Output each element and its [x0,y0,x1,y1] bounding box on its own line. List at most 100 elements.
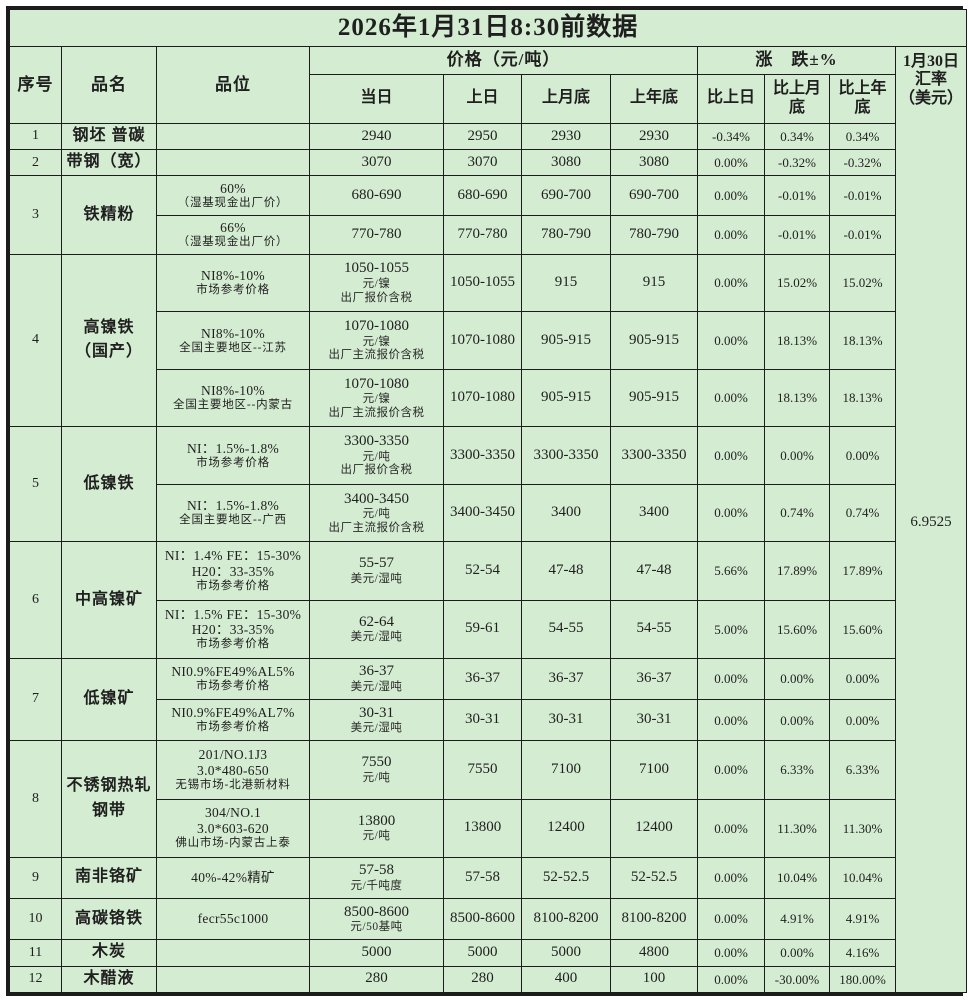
cell-change-month: 0.00% [764,426,830,485]
cell-price-today-value: 30-31 [359,704,394,721]
cell-price-prev-year-end: 905-915 [610,311,698,370]
cell-price-today-value: 7550 [361,754,392,771]
cell-price-prev-day: 52-54 [443,541,522,601]
cell-grade-line1: NI：1.5% FE：15-30% [164,606,302,622]
cell-grade: NI：1.5%-1.8% 市场参考价格 [156,426,310,485]
cell-grade: fecr55c1000 [156,898,310,941]
cell-price-prev-year-end: 690-700 [610,175,698,216]
cell-price-today-unit: 元/50基吨 [350,921,403,934]
cell-price-today: 680-690 [309,175,444,216]
cell-change-month: -0.01% [764,214,830,255]
header-product: 品名 [61,46,157,124]
cell-seq: 1 [9,122,62,151]
cell-price-prev-day: 3300-3350 [443,426,522,485]
cell-price-prev-month-end: 52-52.5 [521,856,611,900]
cell-price-today: 8500-8600 元/50基吨 [309,898,444,941]
header-price-col-1: 上日 [443,73,522,124]
cell-price-prev-month-end: 12400 [521,798,611,858]
cell-change-month: 11.30% [764,798,830,858]
fx-header-line: 1月30日 [903,53,960,70]
table-row: 6 中高镍矿 NI：1.4% FE：15-30% H20：33-35% 市场参考价格 55… [9,541,967,659]
cell-price-prev-month-end: 905-915 [521,311,611,370]
cell-change-month: 0.34% [764,122,830,151]
cell-change-day: 0.00% [697,657,765,701]
cell-price-prev-year-end: 2930 [610,122,698,151]
cell-price-today: 62-64 美元/湿吨 [309,599,444,659]
cell-grade [156,939,310,967]
cell-grade: 201/NO.1J3 3.0*480-650 无锡市场-北港新材料 [156,740,310,800]
cell-price-prev-day: 1070-1080 [443,368,522,428]
cell-price-prev-month-end: 400 [521,965,611,994]
cell-price-prev-month-end: 905-915 [521,368,611,428]
cell-change-month: 10.04% [764,856,830,900]
cell-price-prev-year-end: 3300-3350 [610,426,698,485]
cell-price-prev-day: 13800 [443,798,522,858]
cell-price-today: 3070 [309,149,444,177]
cell-change-month: 0.74% [764,483,830,543]
cell-price-prev-day: 2950 [443,122,522,151]
cell-price-today-unit: 元/吨 [362,508,391,521]
cell-price-today: 2940 [309,122,444,151]
cell-change-year: 15.02% [829,253,896,313]
cell-grade-main: fecr55c1000 [197,911,269,927]
cell-price-prev-day: 59-61 [443,599,522,659]
header-change-group: 涨 跌±% [697,46,896,75]
cell-change-year: 0.00% [829,657,896,701]
table-row: 8 不锈钢热轧 钢带 201/NO.1J3 3.0*480-650 无锡市场-北港新材料 7… [9,740,967,858]
header-price-col-0: 当日 [309,73,444,124]
cell-price-prev-year-end: 780-790 [610,214,698,255]
cell-price-prev-month-end: 54-55 [521,599,611,659]
cell-price-today-value: 36-37 [359,663,394,680]
cell-grade: NI0.9%FE49%AL5% 市场参考价格 [156,657,310,701]
cell-price-today-unit: 元/镍 [362,278,391,291]
cell-price-today-unit: 美元/湿吨 [350,573,403,586]
cell-price-prev-year-end: 915 [610,253,698,313]
cell-grade-line2: H20：33-35% [191,564,275,580]
cell-price-today-note: 出厂主流报价含税 [328,349,425,362]
cell-change-day: 0.00% [697,898,765,941]
table-row: 4 高镍铁 （国产） NI8%-10% 市场参考价格 1050-1055 元/镍 出厂报价含税… [9,253,967,428]
cell-price-today: 30-31 美元/湿吨 [309,699,444,742]
cell-price-prev-year-end: 36-37 [610,657,698,701]
cell-price-today-unit: 元/吨 [362,771,391,784]
cell-price-today-value: 62-64 [359,613,394,630]
cell-grade-main: NI0.9%FE49%AL5% [171,664,295,680]
cell-price-today-value: 1070-1080 [344,318,409,335]
cell-grade-main: NI：1.5%-1.8% [186,498,280,514]
cell-grade-main: 40%-42%精矿 [191,869,275,885]
table-row: 304/NO.1 3.0*603-620 佛山市场-内蒙古上泰 13800 元/吨 138… [10,798,967,858]
cell-price-today: 5000 [309,939,444,967]
cell-grade-line1: NI：1.4% FE：15-30% [164,548,302,564]
cell-price-prev-month-end: 780-790 [521,214,611,255]
table-row: 3 铁精粉 60% （湿基现金出厂价） 680-690 680-690 690-700 690… [9,175,967,255]
cell-grade-sub: 无锡市场-北港新材料 [175,779,291,792]
cell-product: 不锈钢热轧 钢带 [61,740,157,858]
cell-price-today-value: 1050-1055 [344,260,409,277]
cell-change-day: 0.00% [697,368,765,428]
cell-price-prev-day: 36-37 [443,657,522,701]
cell-change-month: 18.13% [764,311,830,370]
cell-price-today-value: 55-57 [359,555,394,572]
cell-price-prev-month-end: 915 [521,253,611,313]
cell-price-prev-year-end: 54-55 [610,599,698,659]
header-price-group: 价格（元/吨） [309,46,698,75]
cell-price-prev-day: 57-58 [443,856,522,900]
table-row: NI0.9%FE49%AL7% 市场参考价格 30-31 美元/湿吨 30-31 30-3… [10,699,967,742]
cell-change-month: -0.32% [764,149,830,177]
cell-grade: 60% （湿基现金出厂价） [156,175,310,216]
cell-grade [156,149,310,177]
cell-price-today-unit: 元/吨 [362,830,391,843]
cell-grade-sub: 全国主要地区--江苏 [179,341,287,354]
table-row: 5 低镍铁 NI：1.5%-1.8% 市场参考价格 3300-3350 元/吨 出厂报价含税… [9,426,967,543]
header-change-col-1: 比上月底 [764,73,830,124]
cell-price-prev-year-end: 52-52.5 [610,856,698,900]
cell-grade: NI：1.5%-1.8% 全国主要地区--广西 [156,483,310,543]
cell-grade-main: NI：1.5%-1.8% [186,440,280,456]
cell-change-year: 0.34% [829,122,896,151]
cell-price-today-unit: 元/千吨度 [350,879,403,892]
cell-product: 铁精粉 [61,175,157,255]
cell-seq: 8 [9,740,62,858]
cell-price-today: 1050-1055 元/镍 出厂报价含税 [309,253,444,313]
cell-product-line1: 不锈钢热轧 [66,777,152,795]
cell-price-prev-year-end: 905-915 [610,368,698,428]
